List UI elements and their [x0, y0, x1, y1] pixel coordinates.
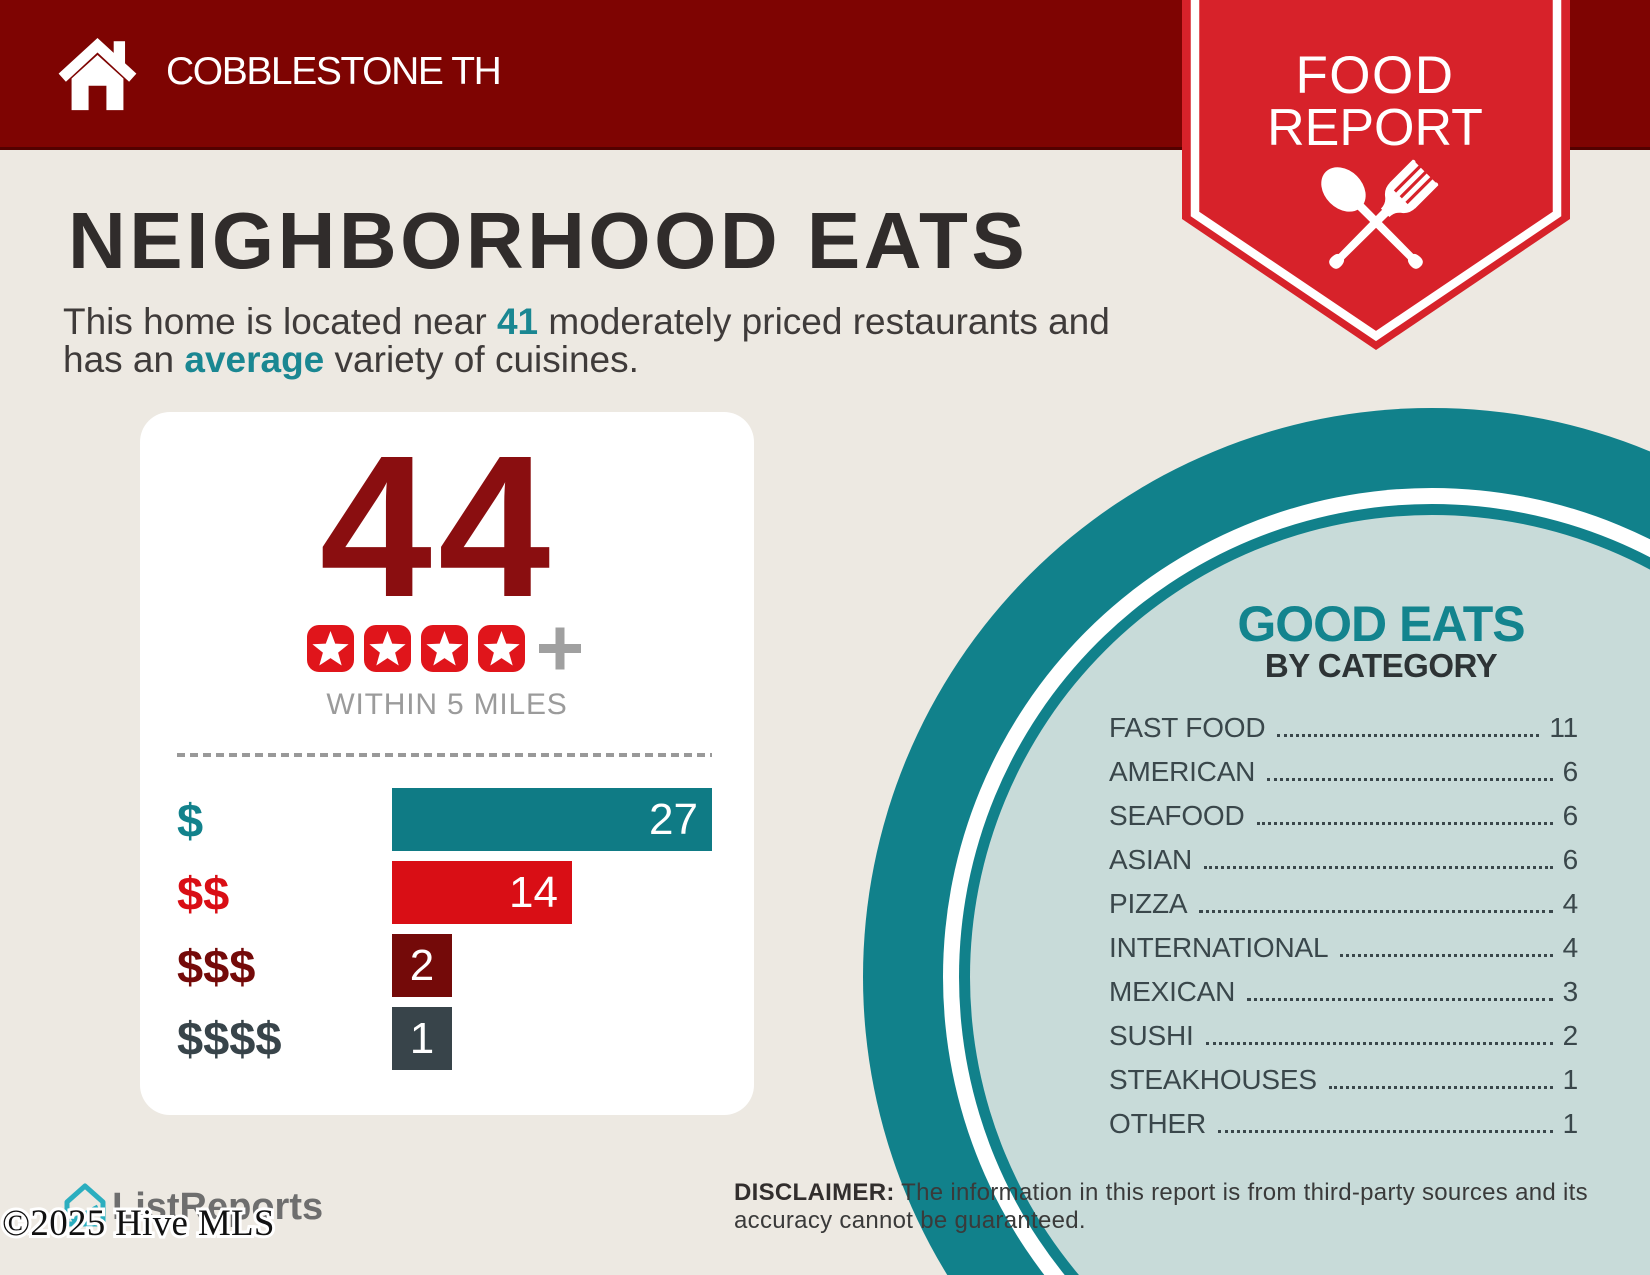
svg-text:©2025 Hive MLS: ©2025 Hive MLS — [2, 1203, 275, 1244]
